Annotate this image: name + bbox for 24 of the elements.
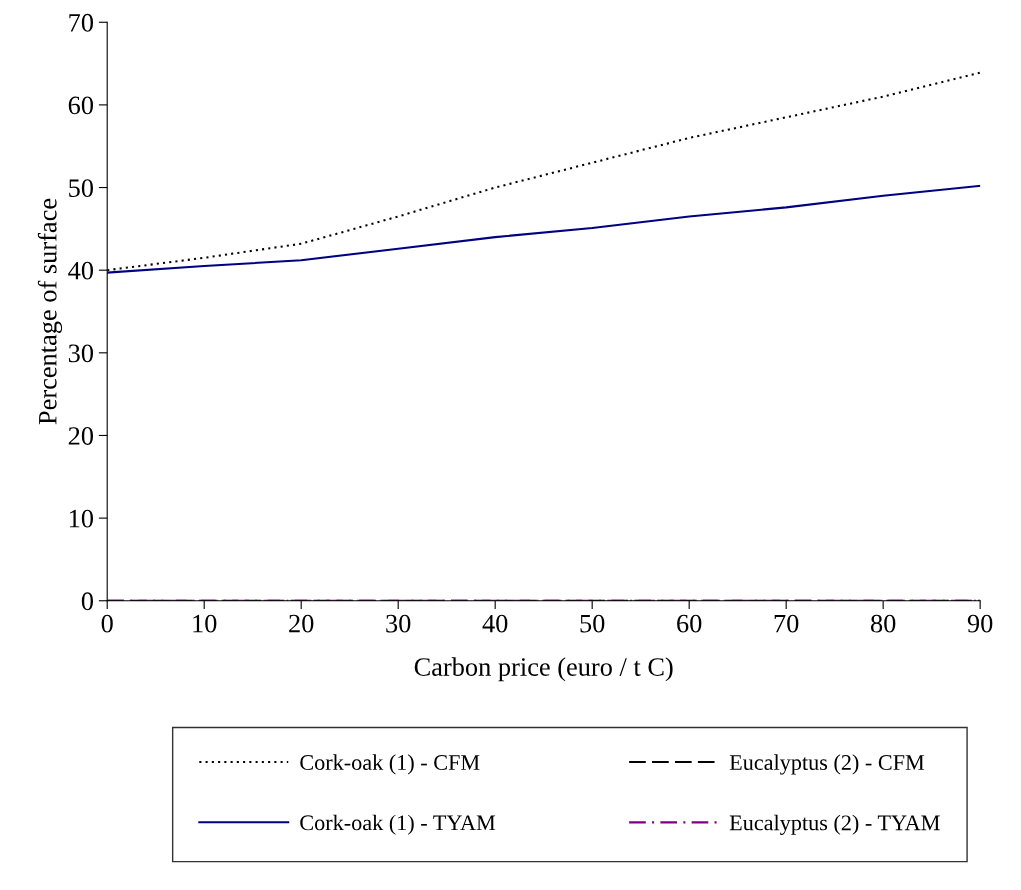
y-tick-label: 30 — [68, 344, 93, 363]
y-tick-label: 60 — [68, 96, 93, 115]
x-axis-title: Carbon price (euro / t C) — [414, 657, 673, 682]
x-tick-label: 50 — [580, 614, 605, 633]
legend-label: Eucalyptus (2) - TYAM — [729, 814, 940, 835]
x-tick-label: 20 — [289, 614, 314, 633]
x-tick-label: 60 — [677, 614, 702, 633]
legend-label: Cork-oak (1) - CFM — [300, 754, 480, 775]
x-tick-label: 30 — [386, 614, 411, 633]
y-tick-label: 20 — [68, 427, 93, 445]
y-tick-label: 0 — [81, 592, 93, 611]
legend-label: Cork-oak (1) - TYAM — [300, 814, 496, 835]
y-tick-label: 50 — [69, 179, 93, 197]
x-tick-label: 70 — [774, 614, 799, 633]
y-tick-label: 70 — [69, 13, 93, 32]
x-tick-label: 40 — [482, 614, 508, 633]
y-tick-label: 10 — [69, 509, 93, 528]
y-tick-label: 40 — [68, 261, 93, 280]
legend-label: Eucalyptus (2) - CFM — [729, 754, 925, 775]
x-tick-label: 10 — [193, 614, 217, 633]
x-tick-label: 80 — [870, 614, 896, 633]
x-tick-label: 90 — [967, 614, 993, 633]
y-axis-title: Percentage of surface — [37, 198, 63, 425]
x-tick-label: 0 — [101, 614, 113, 633]
